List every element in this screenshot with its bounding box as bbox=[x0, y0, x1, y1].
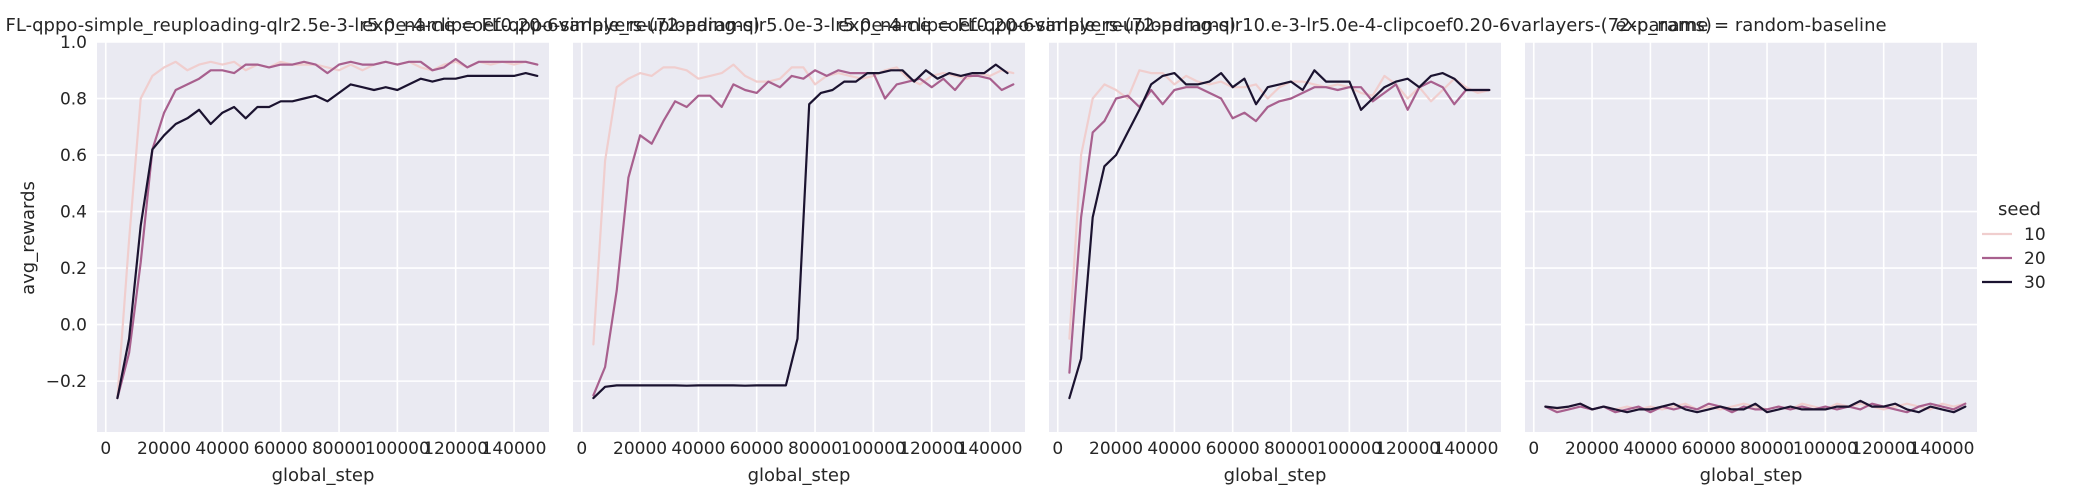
x-tick-label: 60000 bbox=[254, 439, 308, 459]
panel-title: exp_name = FL-qppo-simple_reuploading-ql… bbox=[362, 15, 1236, 36]
x-tick-label: 120000 bbox=[423, 439, 488, 459]
legend-entry-seed-10: 10 bbox=[1982, 225, 2046, 245]
x-tick-label: 100000 bbox=[1317, 439, 1382, 459]
x-tick-label: 140000 bbox=[958, 439, 1023, 459]
panel-title: exp_name = FL-qppo-simple_reuploading-ql… bbox=[0, 15, 760, 36]
y-tick-label: −0.2 bbox=[46, 372, 87, 392]
x-tick-label: 60000 bbox=[730, 439, 784, 459]
x-tick-label: 140000 bbox=[1434, 439, 1499, 459]
x-tick-label: 60000 bbox=[1682, 439, 1736, 459]
series-line-seed-10 bbox=[592, 63, 1015, 346]
x-axis-label: global_step bbox=[272, 465, 375, 486]
x-tick-label: 0 bbox=[576, 439, 587, 459]
chart-panels: 0 20000 40000 60000 80000100000120000140000−… bbox=[0, 15, 1977, 486]
series-line-seed-20 bbox=[1544, 402, 1967, 414]
x-tick-label: 120000 bbox=[1375, 439, 1440, 459]
y-tick-label: 1.0 bbox=[60, 33, 87, 53]
chart-panel-1: 0 20000 40000 60000 80000100000120000140000−… bbox=[0, 15, 760, 486]
x-tick-label: 140000 bbox=[482, 439, 547, 459]
panel-title: exp_name = FL-qppo-simple_reuploading-ql… bbox=[838, 15, 1712, 36]
x-tick-label: 120000 bbox=[1851, 439, 1916, 459]
plot-background bbox=[1525, 42, 1977, 432]
series-line-seed-30 bbox=[1068, 69, 1491, 400]
x-tick-label: 100000 bbox=[1793, 439, 1858, 459]
y-tick-label: 0.4 bbox=[60, 203, 87, 223]
y-axis-label: avg_rewards bbox=[18, 181, 39, 295]
y-tick-label: 0.0 bbox=[60, 316, 87, 336]
series-line-seed-20 bbox=[592, 69, 1015, 397]
x-tick-label: 20000 bbox=[137, 439, 191, 459]
legend-title: seed bbox=[1998, 199, 2041, 220]
x-tick-label: 140000 bbox=[1910, 439, 1975, 459]
x-tick-label: 40000 bbox=[1623, 439, 1677, 459]
series-line-seed-20 bbox=[116, 57, 539, 400]
chart-panel-3: 0 20000 40000 60000 80000100000120000140000g… bbox=[838, 15, 1712, 486]
x-tick-label: 80000 bbox=[1264, 439, 1318, 459]
x-tick-label: 80000 bbox=[312, 439, 366, 459]
x-tick-label: 80000 bbox=[788, 439, 842, 459]
plot-background bbox=[573, 42, 1025, 432]
x-tick-label: 0 bbox=[1528, 439, 1539, 459]
x-axis-label: global_step bbox=[748, 465, 851, 486]
legend-entries: 10 20 30 bbox=[1982, 225, 2046, 293]
series-line-seed-30 bbox=[592, 63, 1009, 400]
x-tick-label: 0 bbox=[1052, 439, 1063, 459]
panel-title: exp_name = random-baseline bbox=[1615, 15, 1886, 36]
y-tick-label: 0.6 bbox=[60, 146, 87, 166]
x-tick-label: 0 bbox=[100, 439, 111, 459]
legend: seed 10 20 30 bbox=[1982, 199, 2046, 293]
legend-entry-seed-30: 30 bbox=[1982, 273, 2046, 293]
x-axis-label: global_step bbox=[1224, 465, 1327, 486]
legend-label: 30 bbox=[2024, 273, 2046, 293]
x-tick-label: 80000 bbox=[1740, 439, 1794, 459]
x-axis-label: global_step bbox=[1700, 465, 1803, 486]
x-tick-label: 20000 bbox=[613, 439, 667, 459]
y-tick-label: 0.8 bbox=[60, 90, 87, 110]
chart-panel-2: 0 20000 40000 60000 80000100000120000140000g… bbox=[362, 15, 1236, 486]
plot-background bbox=[97, 42, 549, 432]
x-tick-label: 60000 bbox=[1206, 439, 1260, 459]
series-line-seed-30 bbox=[1544, 399, 1967, 414]
legend-entry-seed-20: 20 bbox=[1982, 249, 2046, 269]
x-tick-label: 120000 bbox=[899, 439, 964, 459]
y-tick-label: 0.2 bbox=[60, 259, 87, 279]
x-tick-label: 20000 bbox=[1089, 439, 1143, 459]
legend-label: 20 bbox=[2024, 249, 2046, 269]
x-tick-label: 40000 bbox=[671, 439, 725, 459]
legend-label: 10 bbox=[2024, 225, 2046, 245]
x-tick-label: 100000 bbox=[365, 439, 430, 459]
x-tick-label: 20000 bbox=[1565, 439, 1619, 459]
series-line-seed-30 bbox=[116, 72, 539, 400]
x-tick-label: 100000 bbox=[841, 439, 906, 459]
plot-background bbox=[1049, 42, 1501, 432]
x-tick-label: 40000 bbox=[195, 439, 249, 459]
x-tick-label: 40000 bbox=[1147, 439, 1201, 459]
